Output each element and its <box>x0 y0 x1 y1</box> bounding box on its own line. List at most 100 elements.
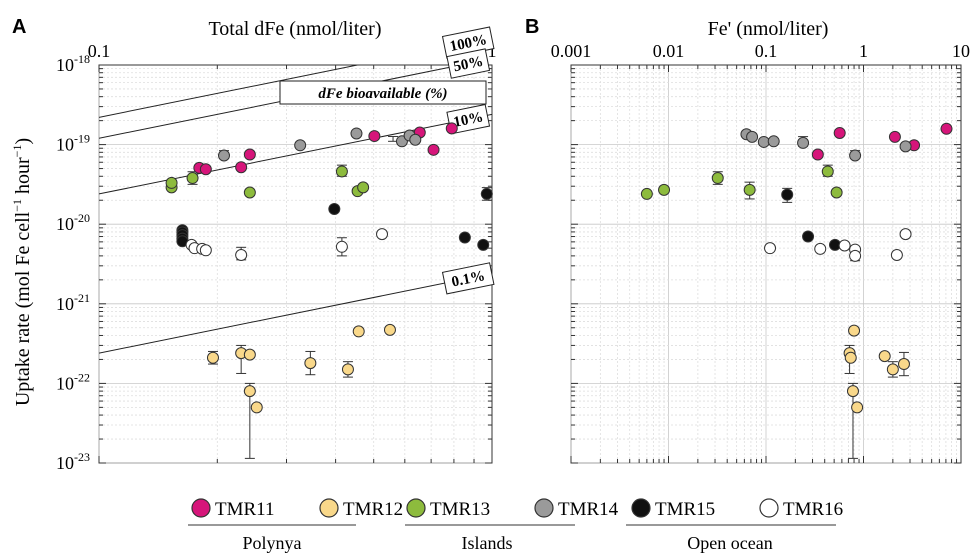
point-tmr14 <box>767 135 780 148</box>
point-tmr13 <box>243 186 256 199</box>
point-tmr15 <box>480 187 493 200</box>
point-tmr16 <box>899 228 912 241</box>
point-tmr15 <box>781 188 794 201</box>
point-tmr16 <box>235 249 248 262</box>
point-tmr11 <box>243 148 256 161</box>
svg-text:10%: 10% <box>452 109 485 131</box>
point-tmr14 <box>294 139 307 152</box>
legend-group-label: Islands <box>462 533 513 553</box>
point-tmr13 <box>743 183 756 196</box>
point-tmr16 <box>376 228 389 241</box>
point-tmr16 <box>838 239 851 252</box>
legend-marker-tmr14 <box>534 498 554 518</box>
point-tmr12 <box>341 363 354 376</box>
y-tick-label: 10-21 <box>56 291 90 314</box>
point-tmr11 <box>199 163 212 176</box>
point-tmr11 <box>235 161 248 174</box>
panel-a-y-tick-labels: 10-18 10-19 10-20 10-21 10-22 10-23 <box>56 52 90 473</box>
point-tmr13 <box>186 172 199 185</box>
point-tmr16 <box>335 240 348 253</box>
point-tmr15 <box>328 203 341 216</box>
point-tmr11 <box>445 122 458 135</box>
point-tmr14 <box>746 130 759 143</box>
y-tick-label: 10-23 <box>56 450 90 473</box>
panel-b-grid <box>570 65 961 464</box>
panel-b: B Fe' (nmol/liter) 0.001 0.01 0.1 1 10 <box>525 16 970 464</box>
legend-group-label: Polynya <box>242 533 301 553</box>
x-tick-label: 0.1 <box>88 41 111 61</box>
point-tmr15 <box>802 230 815 243</box>
point-tmr11 <box>940 122 953 135</box>
point-tmr15 <box>477 238 490 251</box>
legend-label: TMR15 <box>655 499 715 520</box>
legend-marker-tmr12 <box>319 498 339 518</box>
bioavailability-line-label: 0.1% <box>441 262 495 295</box>
panel-a-y-axis-title: Uptake rate (mol Fe cell−1 hour−1) <box>10 138 34 406</box>
bioavailability-line-label: 10% <box>446 103 491 135</box>
point-tmr12 <box>304 357 317 370</box>
point-tmr11 <box>888 130 901 143</box>
panel-a-letter: A <box>12 16 26 38</box>
point-tmr14 <box>350 127 363 140</box>
bioavailable-title: dFe bioavailable (%) <box>318 86 447 102</box>
x-tick-label: 0.01 <box>653 41 685 61</box>
point-tmr13 <box>830 186 843 199</box>
legend-marker-tmr13 <box>406 498 426 518</box>
y-tick-label: 10-18 <box>56 52 90 75</box>
point-tmr12 <box>383 323 396 336</box>
legend: TMR11 TMR12 Polynya TMR13 TMR14 Islands TMR15 T… <box>188 498 843 553</box>
bioavailability-line <box>99 273 492 354</box>
point-tmr12 <box>848 324 861 337</box>
bioavailability-line <box>99 65 360 118</box>
x-tick-label: 10 <box>952 41 970 61</box>
svg-text:50%: 50% <box>452 54 485 76</box>
panel-b-ticks: 0.001 0.01 0.1 1 10 <box>551 41 970 464</box>
panel-a-ticks: 0.1 1 <box>88 41 497 464</box>
x-tick-label: 1 <box>488 41 497 61</box>
legend-label: TMR14 <box>558 499 619 520</box>
point-tmr12 <box>250 401 263 414</box>
x-tick-label: 0.1 <box>755 41 778 61</box>
panel-a-plot-frame <box>98 64 493 464</box>
panel-b-points <box>640 122 953 459</box>
y-tick-label: 10-20 <box>56 211 90 234</box>
point-tmr14 <box>849 149 862 162</box>
legend-marker-tmr16 <box>759 498 779 518</box>
point-tmr14 <box>409 133 422 146</box>
point-tmr12 <box>897 358 910 371</box>
point-tmr13 <box>640 187 653 200</box>
panel-a-grid <box>98 65 492 464</box>
point-tmr16 <box>764 242 777 255</box>
panel-a-points <box>165 122 493 459</box>
legend-marker-tmr11 <box>191 498 211 518</box>
point-tmr13 <box>165 176 178 189</box>
point-tmr12 <box>851 401 864 414</box>
legend-label: TMR16 <box>783 499 843 520</box>
point-tmr12 <box>886 363 899 376</box>
point-tmr13 <box>658 183 671 196</box>
legend-marker-tmr15 <box>631 498 651 518</box>
point-tmr11 <box>368 130 381 143</box>
point-tmr16 <box>199 244 212 257</box>
point-tmr14 <box>757 135 770 148</box>
legend-group-label: Open ocean <box>687 533 772 553</box>
x-tick-label: 0.001 <box>551 41 592 61</box>
point-tmr12 <box>878 350 891 363</box>
bioavailability-line-label: 50% <box>446 48 491 79</box>
point-tmr16 <box>814 242 827 255</box>
point-tmr11 <box>811 148 824 161</box>
svg-text:100%: 100% <box>448 32 488 55</box>
point-tmr12 <box>846 385 859 398</box>
x-tick-label: 1 <box>859 41 868 61</box>
point-tmr14 <box>899 140 912 153</box>
svg-text:0.1%: 0.1% <box>450 268 486 290</box>
y-tick-label: 10-22 <box>56 370 90 393</box>
point-tmr11 <box>833 126 846 139</box>
point-tmr12 <box>352 325 365 338</box>
bioavailability-line <box>99 113 492 195</box>
point-tmr12 <box>243 385 256 398</box>
point-tmr16 <box>890 249 903 262</box>
panel-a: A Total dFe (nmol/liter) Uptake rate (mo… <box>10 16 497 473</box>
point-tmr14 <box>797 136 810 149</box>
